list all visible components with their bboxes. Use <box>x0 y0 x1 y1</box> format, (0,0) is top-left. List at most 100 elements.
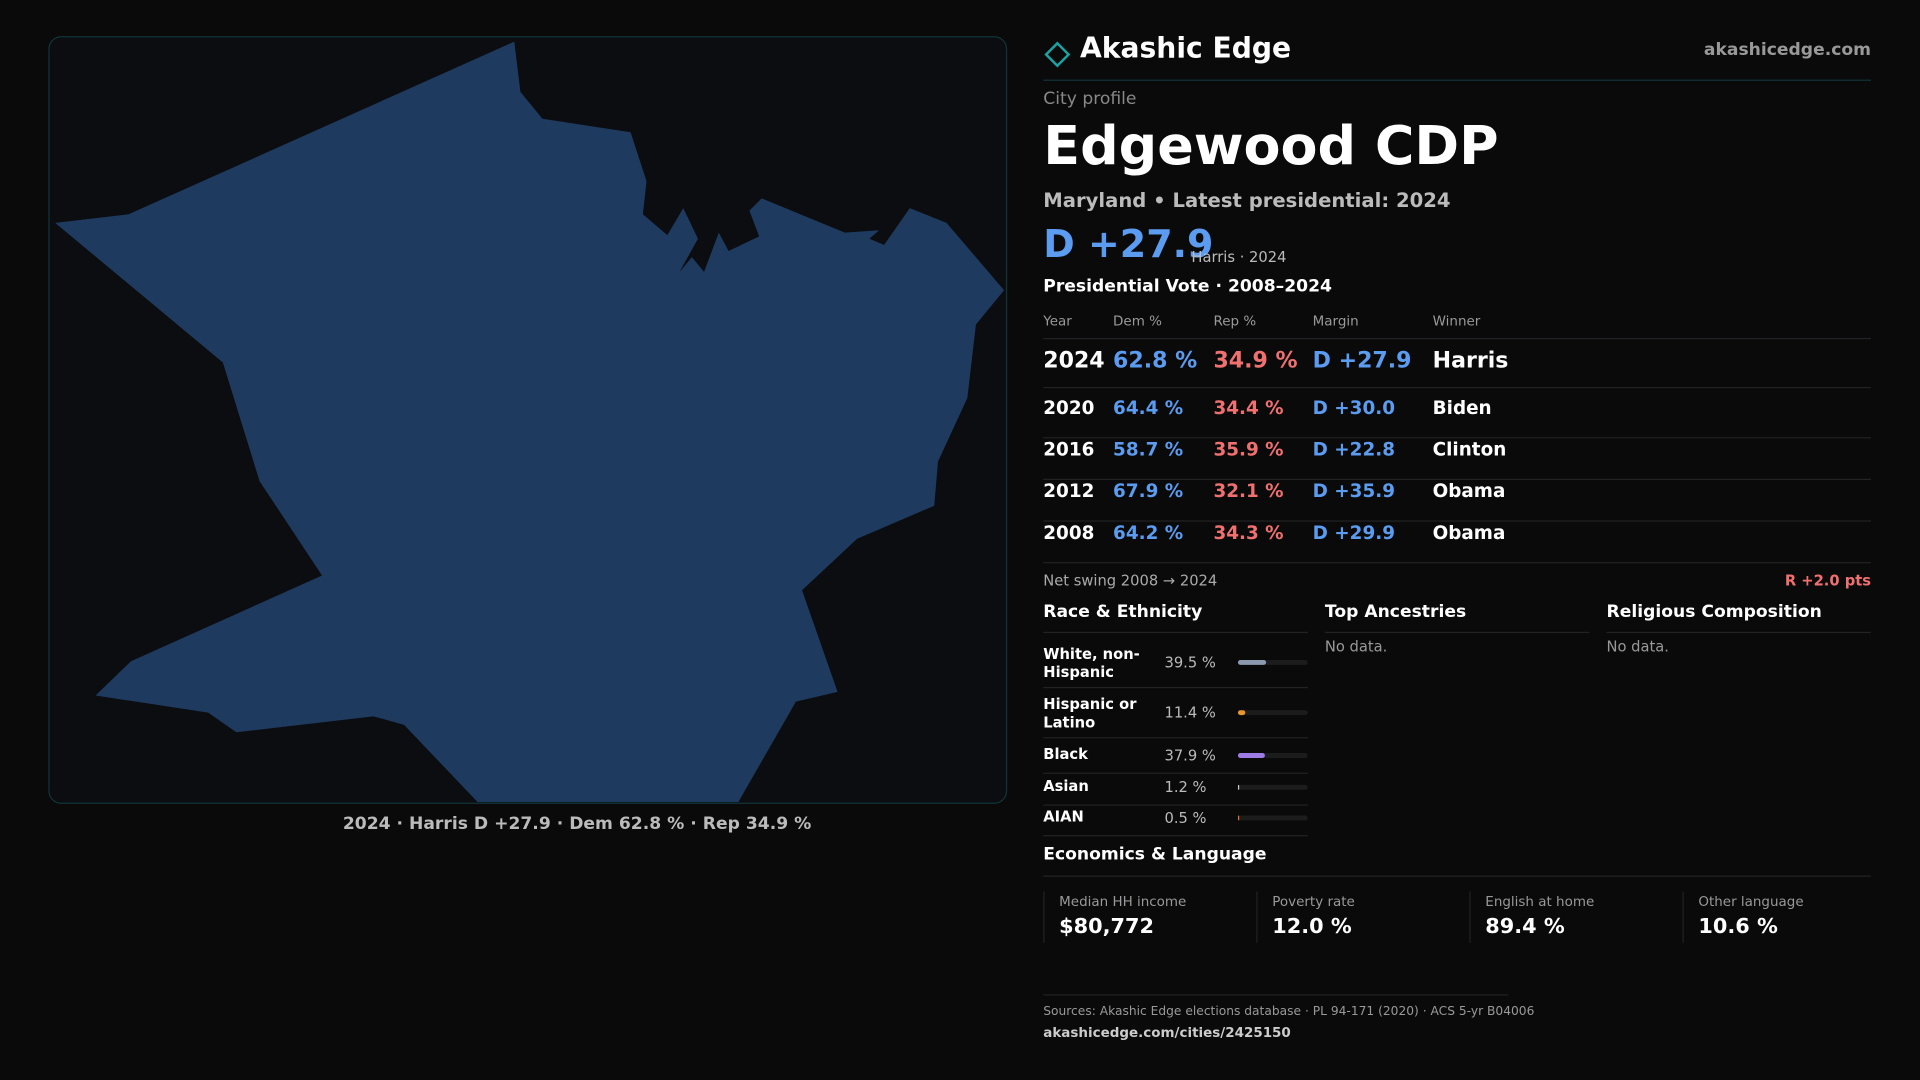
bar <box>1237 784 1240 790</box>
bar-track <box>1237 753 1308 758</box>
bar-track <box>1237 784 1308 790</box>
margin: D +27.9 <box>1043 222 1214 267</box>
table-cell: 64.4 % <box>1113 396 1184 419</box>
bar <box>1237 660 1266 665</box>
table-cell: 2012 <box>1043 480 1095 503</box>
race-label: White, non-Hispanic <box>1043 645 1140 681</box>
econ-title: Economics & Language <box>1043 844 1267 865</box>
stat-divider <box>1256 891 1258 943</box>
race-value: 0.5 % <box>1164 809 1207 827</box>
table-cell: 2024 <box>1043 347 1105 374</box>
column-header: Rep % <box>1213 313 1257 330</box>
stat-value: $80,772 <box>1059 914 1155 940</box>
swing-label: Net swing 2008 → 2024 <box>1043 571 1218 589</box>
race-value: 11.4 % <box>1164 704 1216 722</box>
race-label: Asian <box>1043 777 1089 795</box>
table-cell: 67.9 % <box>1113 480 1184 503</box>
city-shape <box>55 41 1005 803</box>
stat-value: 89.4 % <box>1485 914 1565 940</box>
race-label: Hispanic or Latino <box>1043 695 1137 732</box>
empty-note: No data. <box>1324 637 1388 656</box>
table-cell: 2008 <box>1043 521 1095 544</box>
stat-label: English at home <box>1485 893 1595 910</box>
divider <box>1043 835 1308 837</box>
table-cell: D +27.9 <box>1312 347 1412 374</box>
title: Edgewood CDP <box>1043 115 1499 178</box>
bar <box>1237 815 1240 821</box>
stat-label: Poverty rate <box>1272 893 1355 910</box>
race-label: Black <box>1043 745 1088 763</box>
table-cell: 2020 <box>1043 396 1095 419</box>
map-caption: 2024 · Harris D +27.9 · Dem 62.8 % · Rep… <box>342 814 812 834</box>
divider <box>1043 337 1872 340</box>
table-cell: 34.4 % <box>1213 396 1284 419</box>
table-cell: 32.1 % <box>1213 480 1284 503</box>
table-cell: 34.9 % <box>1213 347 1298 374</box>
table-cell: D +29.9 <box>1312 521 1396 544</box>
divider <box>1324 631 1590 634</box>
divider <box>1043 478 1872 481</box>
brand: Akashic Edge <box>1080 33 1292 65</box>
bar-track <box>1237 660 1308 665</box>
table-cell: 64.2 % <box>1113 521 1184 544</box>
divider <box>1606 631 1872 634</box>
bar-track <box>1237 710 1308 716</box>
table-cell: Harris <box>1432 347 1509 374</box>
stat-label: Other language <box>1698 893 1804 910</box>
divider <box>1043 737 1308 739</box>
logo <box>1044 41 1071 68</box>
race-value: 1.2 % <box>1164 778 1207 796</box>
divider <box>1043 562 1872 564</box>
ancestry-title: Top Ancestries <box>1324 602 1467 623</box>
bar-track <box>1237 815 1308 821</box>
column-header: Dem % <box>1113 313 1162 330</box>
race-title: Race & Ethnicity <box>1043 602 1203 623</box>
divider <box>1043 994 1509 996</box>
subtitle: Maryland • Latest presidential: 2024 <box>1043 188 1451 212</box>
religion-title: Religious Composition <box>1606 602 1822 623</box>
stat-label: Median HH income <box>1059 893 1187 910</box>
table-cell: Obama <box>1432 521 1506 544</box>
table-cell: 35.9 % <box>1213 438 1284 461</box>
bar <box>1237 753 1265 758</box>
empty-note: No data. <box>1606 637 1669 656</box>
bar <box>1237 710 1246 716</box>
column-header: Margin <box>1312 313 1359 330</box>
divider <box>1043 386 1872 389</box>
table-cell: D +35.9 <box>1312 480 1396 503</box>
race-label: AIAN <box>1043 808 1084 826</box>
divider <box>1043 686 1308 689</box>
divider <box>1043 804 1308 806</box>
table-cell: Clinton <box>1432 438 1507 461</box>
stat-value: 12.0 % <box>1272 914 1352 940</box>
stat-divider <box>1469 891 1471 943</box>
divider <box>1043 875 1872 877</box>
table-cell: 34.3 % <box>1213 521 1284 544</box>
column-header: Year <box>1043 313 1072 330</box>
table-cell: Biden <box>1432 396 1492 419</box>
table-cell: D +22.8 <box>1312 438 1396 461</box>
kicker: City profile <box>1043 89 1137 109</box>
table-cell: Obama <box>1432 480 1506 503</box>
url: akashicedge.com/cities/2425150 <box>1043 1024 1291 1041</box>
table-cell: 58.7 % <box>1113 438 1184 461</box>
sources: Sources: Akashic Edge elections database… <box>1043 1005 1535 1019</box>
margin-note: Harris · 2024 <box>1191 248 1287 266</box>
divider <box>1043 520 1872 522</box>
map <box>48 36 1008 804</box>
divider <box>1043 437 1872 439</box>
table-title: Presidential Vote · 2008–2024 <box>1043 276 1332 297</box>
table-cell: 2016 <box>1043 438 1095 461</box>
table-cell: 62.8 % <box>1113 347 1198 374</box>
column-header: Winner <box>1432 313 1481 330</box>
site: akashicedge.com <box>1703 40 1872 61</box>
race-value: 39.5 % <box>1164 653 1216 672</box>
stat-divider <box>1043 891 1045 943</box>
race-value: 37.9 % <box>1164 746 1216 765</box>
stat-value: 10.6 % <box>1698 914 1778 940</box>
divider <box>1043 79 1872 81</box>
divider <box>1043 772 1308 774</box>
swing-value: R +2.0 pts <box>1784 571 1872 589</box>
